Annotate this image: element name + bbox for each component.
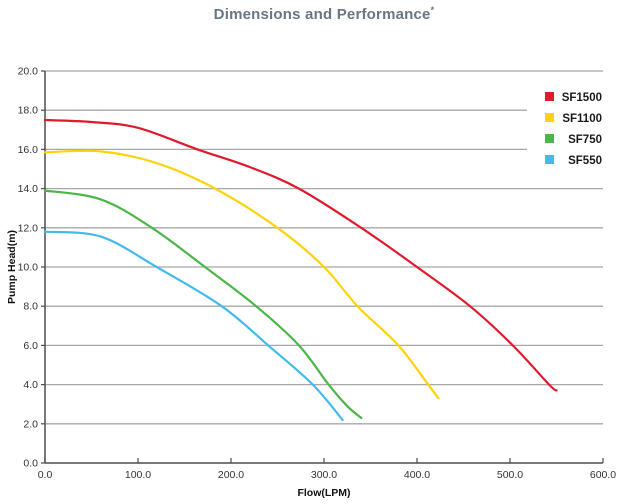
y-tick-label: 8.0	[23, 301, 38, 313]
x-tick-label: 200.0	[218, 469, 244, 481]
y-tick-label: 18.0	[18, 105, 39, 117]
curve-SF1500	[43, 118, 558, 392]
x-tick-label: 300.0	[311, 469, 337, 481]
legend-swatch-SF550	[545, 155, 554, 164]
legend-swatch-SF750	[545, 134, 554, 143]
curve-SF1100	[43, 149, 440, 400]
x-tick-label: 600.0	[590, 469, 616, 481]
legend-label-SF550: SF550	[568, 155, 602, 167]
y-tick-label: 10.0	[18, 262, 39, 274]
x-axis-title: Flow(LPM)	[297, 487, 350, 499]
y-tick-label: 2.0	[23, 418, 38, 430]
curve-SF550	[43, 230, 344, 421]
legend-box	[527, 84, 604, 174]
title-asterisk: *	[430, 5, 435, 15]
legend-label-SF750: SF750	[568, 134, 602, 146]
y-tick-label: 20.0	[18, 66, 39, 78]
legend-label-SF1500: SF1500	[562, 92, 602, 104]
y-tick-label: 14.0	[18, 183, 39, 195]
legend-label-SF1100: SF1100	[562, 113, 602, 125]
y-axis-title: Pump Head(m)	[6, 230, 18, 304]
page-title: Dimensions and Performance*	[0, 5, 620, 23]
page-title-text: Dimensions and Performance	[213, 6, 431, 23]
legend-swatch-SF1500	[545, 92, 554, 101]
x-tick-label: 0.0	[38, 469, 53, 481]
curve-SF750	[43, 189, 363, 419]
legend-swatch-SF1100	[545, 113, 554, 122]
y-tick-label: 16.0	[18, 144, 39, 156]
x-tick-label: 400.0	[404, 469, 430, 481]
y-tick-label: 4.0	[23, 379, 38, 391]
y-tick-label: 0.0	[23, 458, 38, 470]
y-tick-label: 12.0	[18, 222, 39, 234]
x-tick-label: 100.0	[125, 469, 151, 481]
y-tick-label: 6.0	[23, 340, 38, 352]
x-tick-label: 500.0	[497, 469, 523, 481]
